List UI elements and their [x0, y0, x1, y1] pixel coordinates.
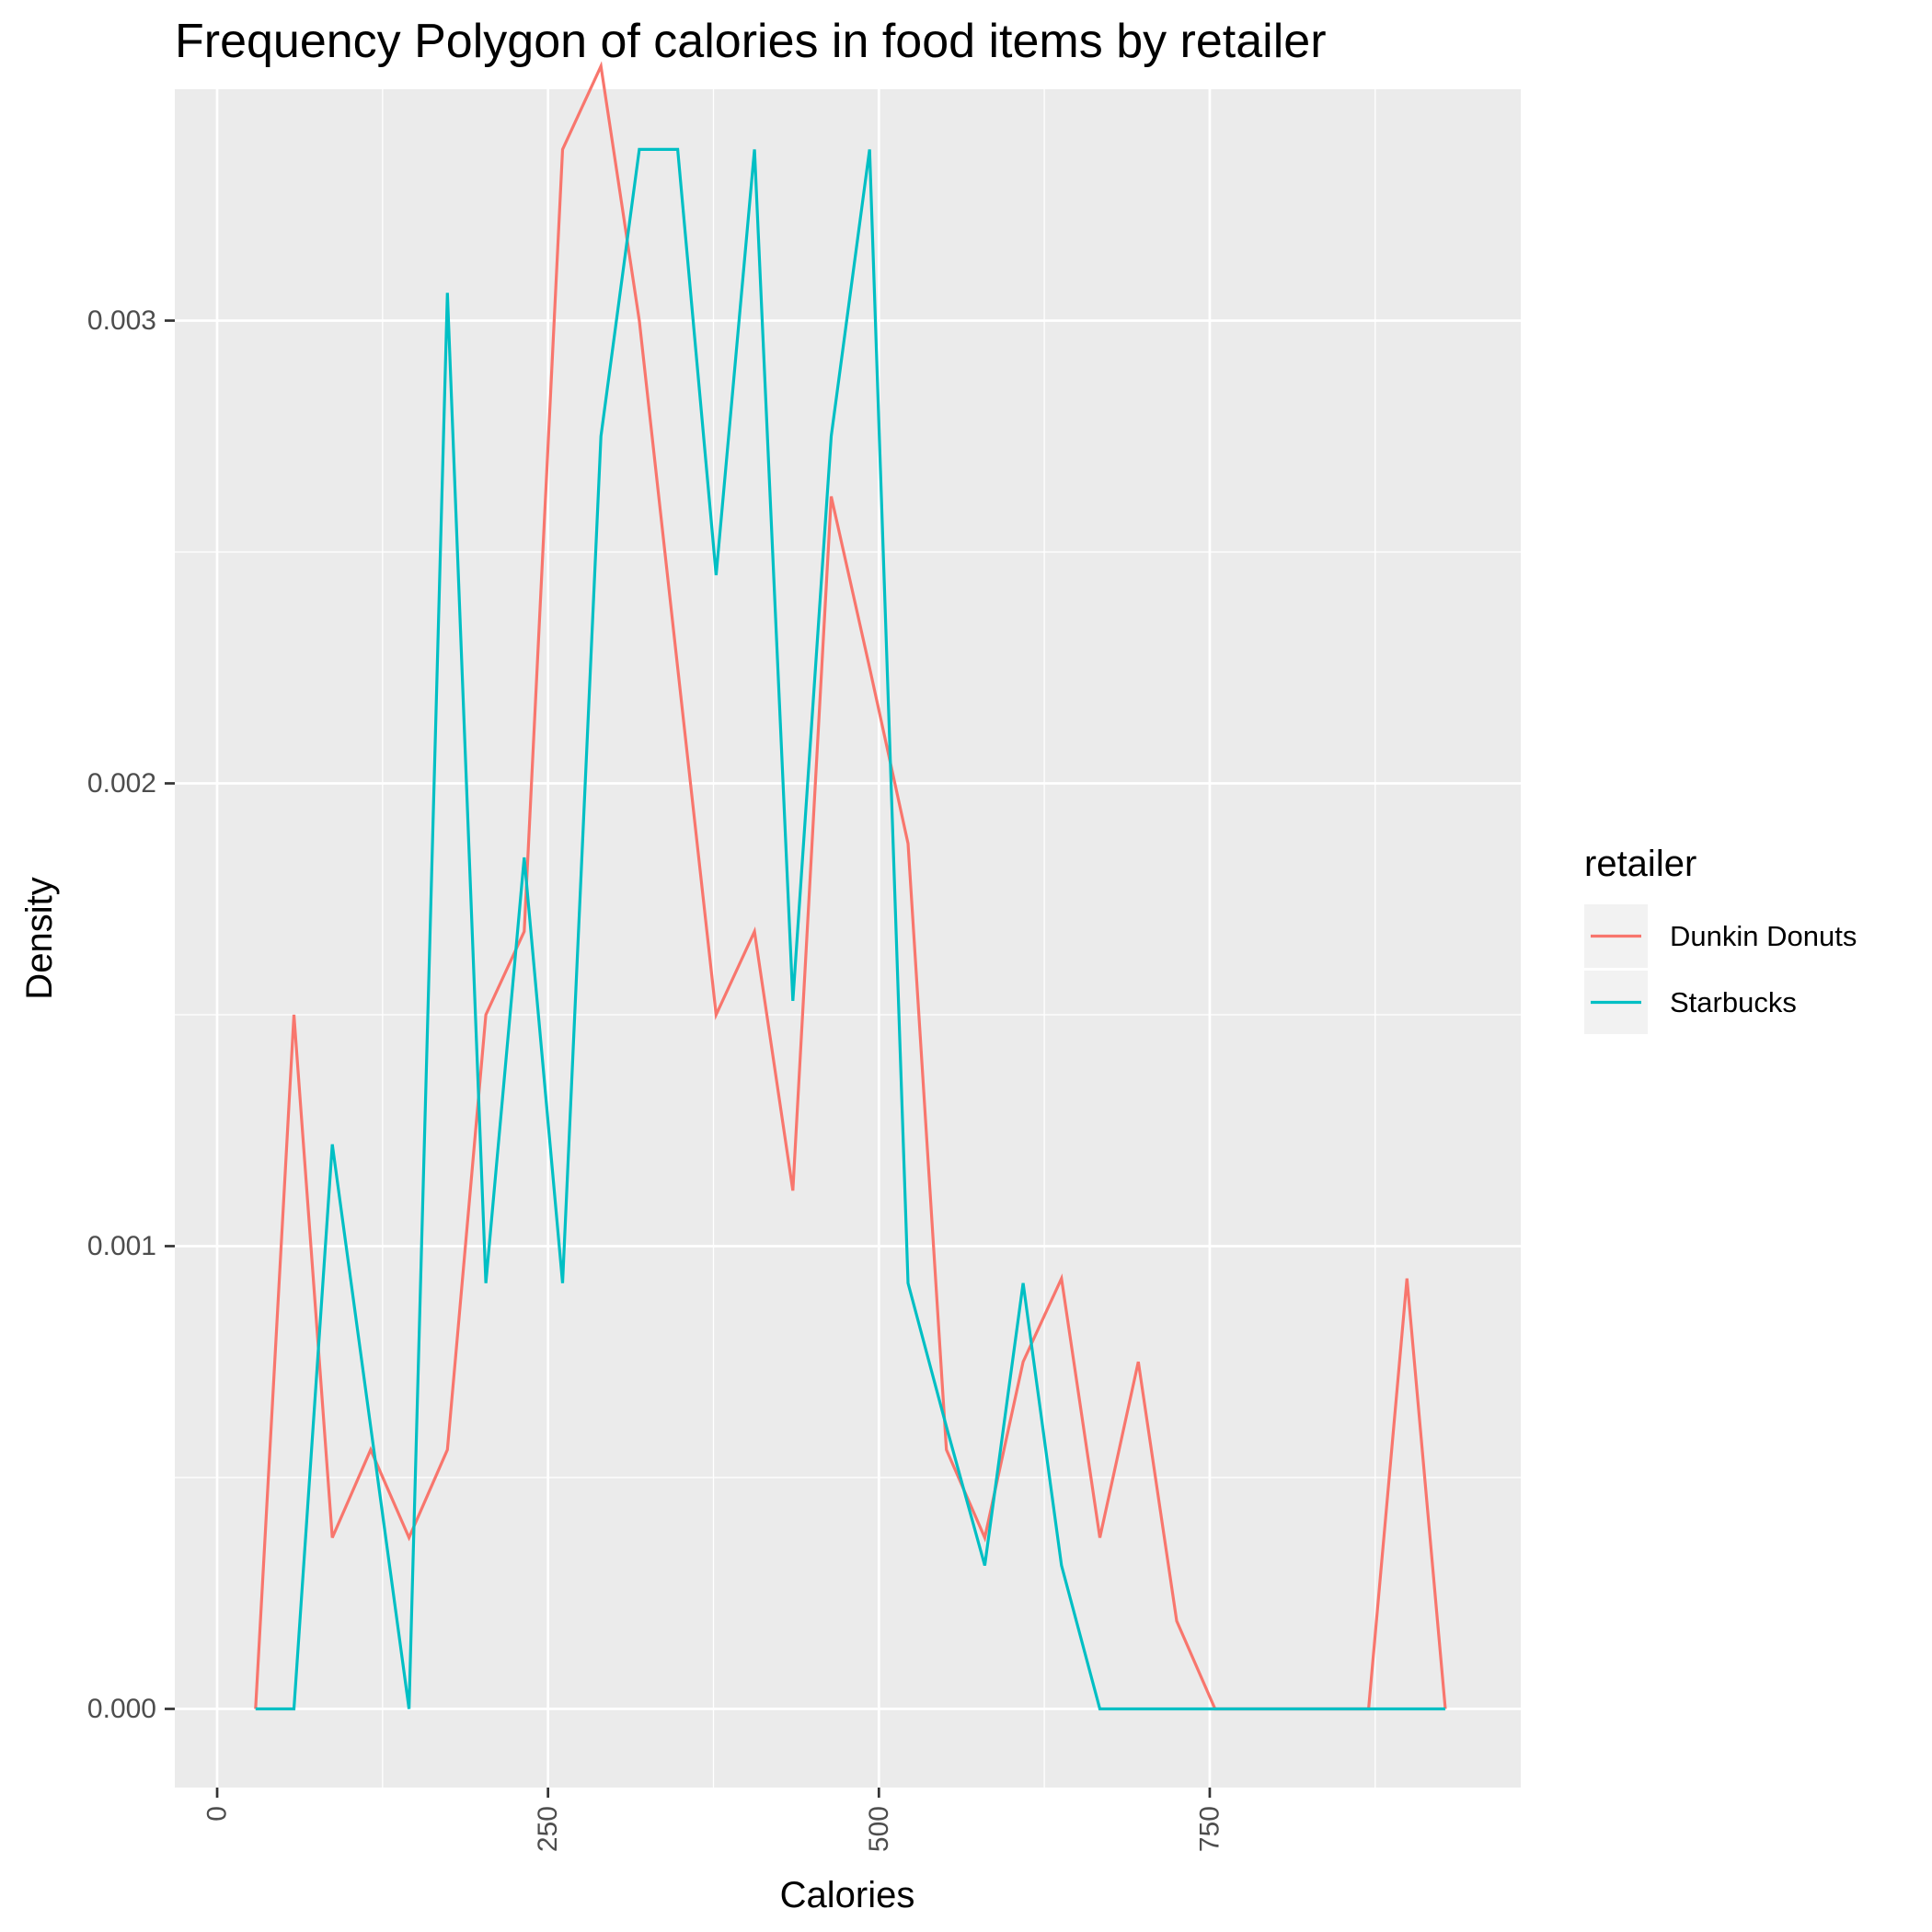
- x-tick-label: 500: [864, 1806, 894, 1852]
- legend-label: Dunkin Donuts: [1670, 920, 1857, 952]
- grid-major: [175, 89, 1521, 1788]
- y-tick-label: 0.000: [87, 1694, 156, 1724]
- grid-minor: [175, 89, 1521, 1788]
- legend: retailer Dunkin Donuts Starbucks: [1584, 844, 1857, 1034]
- legend-label: Starbucks: [1670, 986, 1797, 1018]
- y-tick-label: 0.003: [87, 305, 156, 336]
- chart-title: Frequency Polygon of calories in food it…: [175, 15, 1327, 68]
- y-axis: 0.000 0.001 0.002 0.003: [87, 305, 175, 1724]
- x-axis: 0 250 500 750: [202, 1788, 1225, 1852]
- legend-title: retailer: [1584, 844, 1696, 884]
- x-tick-label: 250: [533, 1806, 563, 1852]
- series-layer: [254, 61, 1447, 1711]
- x-tick-label: 0: [202, 1806, 233, 1822]
- x-axis-title: Calories: [780, 1875, 915, 1915]
- plot-panel: [175, 89, 1521, 1788]
- series-line-starbucks: [255, 147, 1445, 1711]
- y-axis-title: Density: [19, 877, 60, 999]
- y-tick-label: 0.002: [87, 768, 156, 799]
- y-tick-label: 0.001: [87, 1231, 156, 1261]
- x-tick-label: 750: [1194, 1806, 1225, 1852]
